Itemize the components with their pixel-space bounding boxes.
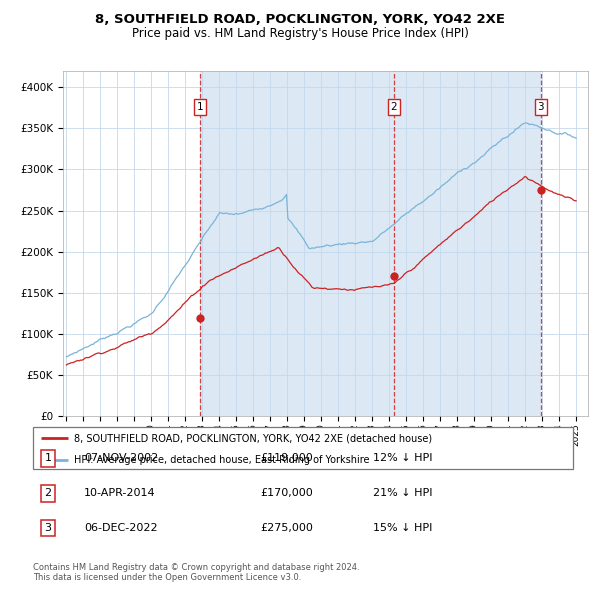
Text: £275,000: £275,000 [260, 523, 313, 533]
Text: This data is licensed under the Open Government Licence v3.0.: This data is licensed under the Open Gov… [33, 573, 301, 582]
Text: 3: 3 [44, 523, 52, 533]
Text: 06-DEC-2022: 06-DEC-2022 [84, 523, 158, 533]
Text: 10-APR-2014: 10-APR-2014 [84, 489, 156, 498]
Text: £170,000: £170,000 [260, 489, 313, 498]
Text: 1: 1 [196, 102, 203, 112]
Text: 2: 2 [391, 102, 397, 112]
Text: HPI: Average price, detached house, East Riding of Yorkshire: HPI: Average price, detached house, East… [74, 455, 369, 465]
Text: 12% ↓ HPI: 12% ↓ HPI [373, 454, 433, 463]
Text: 3: 3 [538, 102, 544, 112]
Text: 2: 2 [44, 489, 52, 498]
Text: 8, SOUTHFIELD ROAD, POCKLINGTON, YORK, YO42 2XE: 8, SOUTHFIELD ROAD, POCKLINGTON, YORK, Y… [95, 13, 505, 26]
Text: 1: 1 [44, 454, 52, 463]
Text: 21% ↓ HPI: 21% ↓ HPI [373, 489, 433, 498]
Text: 15% ↓ HPI: 15% ↓ HPI [373, 523, 433, 533]
Bar [200, 71, 541, 416]
Text: Price paid vs. HM Land Registry's House Price Index (HPI): Price paid vs. HM Land Registry's House … [131, 27, 469, 40]
Text: 07-NOV-2002: 07-NOV-2002 [84, 454, 158, 463]
Text: 8, SOUTHFIELD ROAD, POCKLINGTON, YORK, YO42 2XE (detached house): 8, SOUTHFIELD ROAD, POCKLINGTON, YORK, Y… [74, 434, 431, 444]
Text: £119,000: £119,000 [260, 454, 313, 463]
Text: Contains HM Land Registry data © Crown copyright and database right 2024.: Contains HM Land Registry data © Crown c… [33, 563, 359, 572]
